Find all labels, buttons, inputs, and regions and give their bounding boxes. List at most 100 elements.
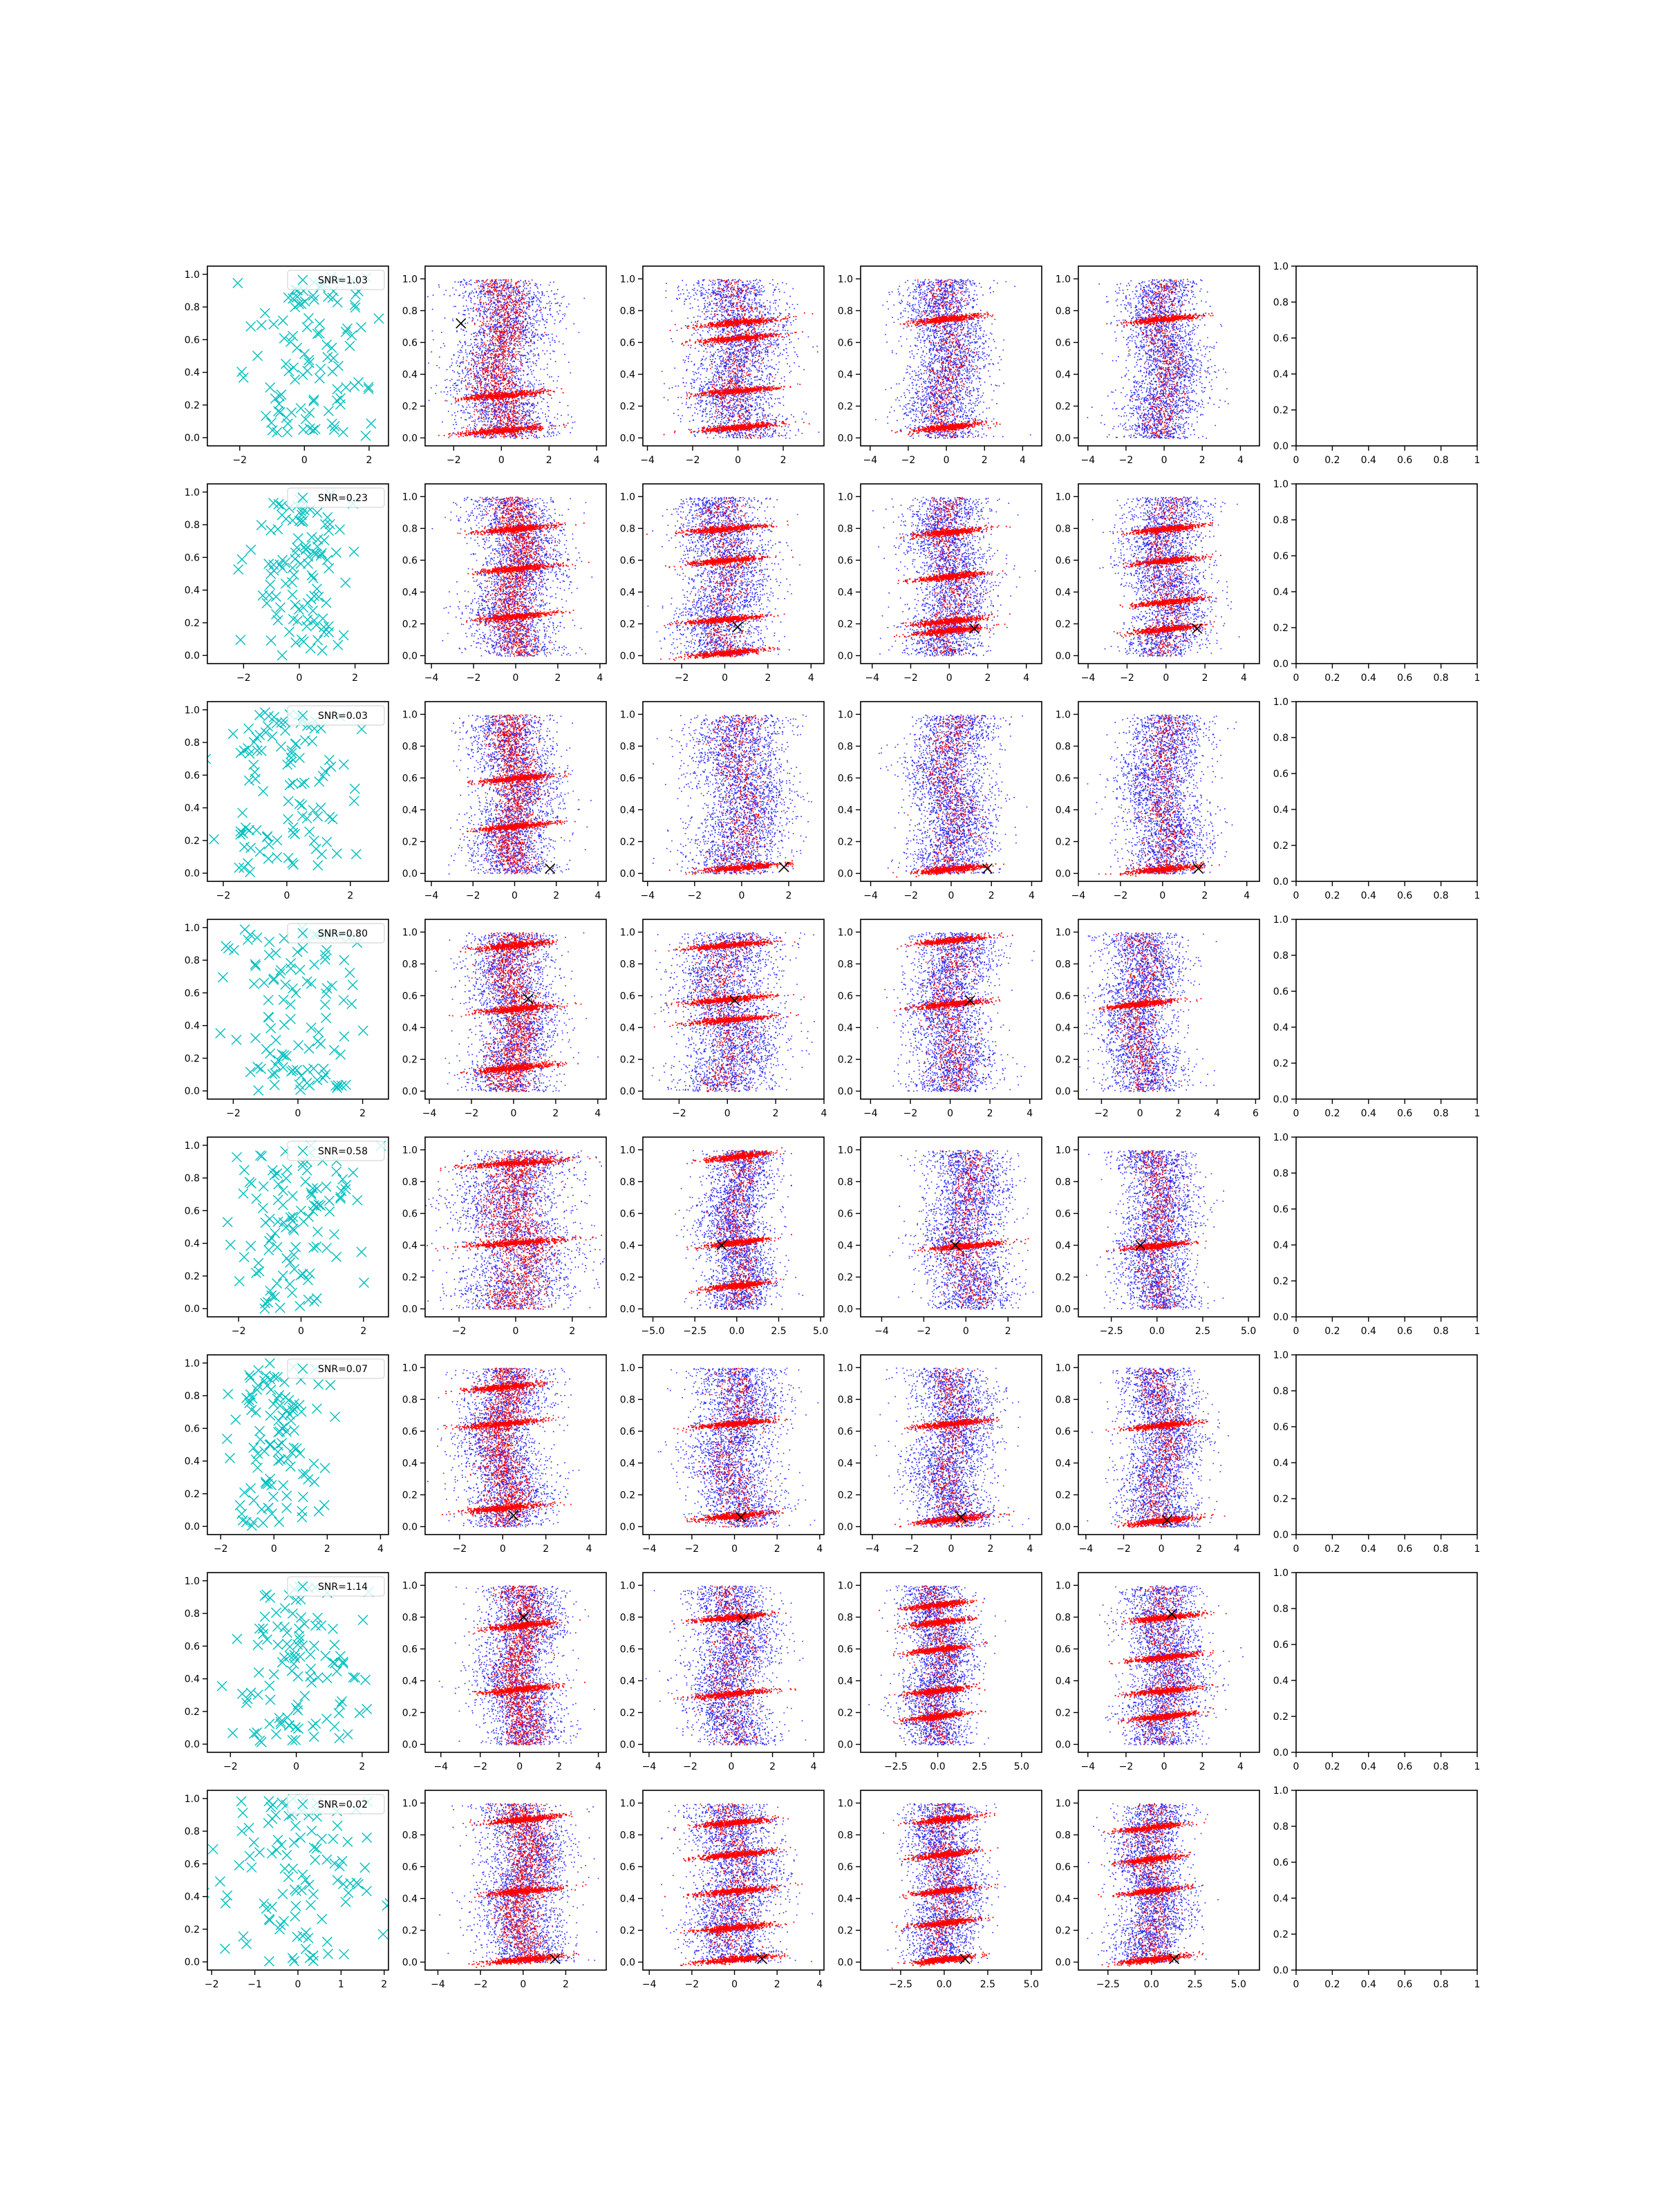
- y-tick-label: 0.0: [620, 1086, 635, 1097]
- cyan-x-markers: [233, 489, 359, 661]
- y-tick-label: 0.8: [185, 955, 200, 966]
- y-tick-label: 0.4: [838, 369, 853, 380]
- y-tick-label: 0.4: [838, 805, 853, 816]
- x-tick-label: −2: [1116, 1544, 1131, 1555]
- y-tick-label: 1.0: [838, 927, 853, 938]
- subplot-r1-c2: −2 0 2 4 0.0 0.2 0.4 0.6 0.8 1.0: [402, 265, 607, 466]
- red-points: [879, 1585, 988, 1744]
- axes-frame: [424, 1790, 607, 1971]
- axes-frame: [207, 1572, 389, 1753]
- x-tick-label: 0: [948, 890, 955, 901]
- x-tick-label: −1: [247, 1979, 262, 1990]
- y-tick-label: 1.0: [620, 1145, 635, 1156]
- axes-frame: [860, 919, 1042, 1100]
- y-tick-label: 0.8: [1056, 1177, 1071, 1188]
- x-tick-label: 0: [1137, 1108, 1143, 1119]
- y-tick-label: 0.8: [620, 1394, 635, 1405]
- red-points: [664, 1803, 803, 1967]
- y-tick-label: 0.4: [185, 1021, 200, 1032]
- y-tick-label: 0.0: [1273, 1312, 1288, 1323]
- x-tick-label: 0: [500, 1544, 506, 1555]
- plot-area: [643, 496, 800, 662]
- x-tick-label: −4: [431, 1979, 445, 1990]
- y-tick-label: 0.2: [620, 1707, 635, 1718]
- legend: SNR=1.14: [287, 1576, 385, 1597]
- y-tick-label: 0.6: [402, 1644, 418, 1655]
- black-x-marker: [545, 863, 556, 874]
- plot-area: [868, 1585, 1006, 1745]
- plot-area: [216, 1581, 374, 1747]
- y-tick-label: 0.6: [1273, 1640, 1288, 1651]
- red-points: [449, 932, 582, 1092]
- blue-points: [1086, 1150, 1224, 1311]
- y-tick-label: 0.2: [620, 1272, 635, 1283]
- y-tick-label: 1.0: [620, 491, 635, 503]
- y-tick-label: 1.0: [185, 1794, 200, 1805]
- y-tick-label: 0.2: [620, 619, 635, 630]
- x-tick-label: 1: [1474, 890, 1481, 901]
- x-tick-label: 2: [352, 673, 358, 684]
- y-tick-label: 0.0: [402, 650, 418, 662]
- y-tick-label: 0.2: [402, 619, 418, 630]
- axes-frame: [1295, 919, 1478, 1100]
- x-tick-label: 0.2: [1324, 890, 1340, 901]
- subplot-r8-c5: −2.5 0.0 2.5 5.0 0.0 0.2 0.4 0.6 0.8 1.0: [1056, 1790, 1260, 1990]
- y-tick-label: 0.6: [185, 1206, 200, 1217]
- x-tick-label: 0.6: [1397, 1326, 1412, 1337]
- cyan-x-markers: [222, 1358, 341, 1531]
- x-tick-label: 1: [1474, 455, 1481, 466]
- x-tick-label: 4: [1237, 455, 1244, 466]
- y-tick-label: 0.0: [1273, 441, 1288, 452]
- x-tick-label: −4: [642, 1544, 657, 1555]
- blue-points: [645, 1585, 807, 1745]
- y-tick-label: 0.6: [838, 773, 853, 784]
- black-x-marker: [1161, 1515, 1172, 1526]
- x-tick-label: −2: [452, 1326, 467, 1337]
- y-tick-label: 0.6: [1056, 555, 1071, 566]
- blue-points: [877, 932, 1035, 1092]
- y-tick-label: 0.6: [1273, 1857, 1288, 1868]
- black-x-marker: [955, 1512, 966, 1523]
- y-tick-label: 1.0: [1273, 1785, 1288, 1797]
- x-tick-label: 0.2: [1324, 673, 1340, 684]
- x-tick-label: 0.4: [1361, 1108, 1376, 1119]
- x-tick-label: 0: [735, 455, 741, 466]
- axes-frame: [1295, 701, 1478, 882]
- x-tick-label: 0.2: [1324, 1326, 1340, 1337]
- subplot-r5-c2: −2 0 2 0.0 0.2 0.4 0.6 0.8 1.0: [402, 1136, 607, 1337]
- x-tick-label: 4: [816, 1544, 823, 1555]
- x-tick-label: 5.0: [1014, 1761, 1029, 1772]
- x-tick-label: 0: [731, 1544, 738, 1555]
- x-tick-label: −4: [1080, 1761, 1095, 1772]
- y-tick-label: 0.6: [185, 988, 200, 999]
- x-tick-label: 4: [594, 890, 601, 901]
- y-tick-label: 0.0: [185, 1739, 200, 1750]
- x-tick-label: 4: [808, 673, 814, 684]
- red-points: [643, 279, 814, 439]
- black-x-marker: [550, 1953, 561, 1965]
- x-tick-label: −2: [903, 1108, 918, 1119]
- y-tick-label: 0.2: [1273, 841, 1288, 852]
- y-tick-label: 0.4: [620, 1022, 635, 1033]
- blue-points: [661, 279, 820, 439]
- y-tick-label: 0.8: [185, 302, 200, 313]
- red-points: [452, 1803, 590, 1968]
- subplot-r4-c1: −2 0 2 0.0 0.2 0.4 0.6 0.8 1.0 SNR=0.80: [185, 919, 389, 1119]
- y-tick-label: 0.0: [402, 1304, 418, 1315]
- x-tick-label: 0.0: [1144, 1979, 1159, 1990]
- y-tick-label: 0.8: [1273, 1821, 1288, 1833]
- x-tick-label: 2: [774, 1544, 780, 1555]
- axes-frame: [642, 1354, 825, 1535]
- y-tick-label: 0.6: [185, 335, 200, 346]
- x-tick-label: 2: [1175, 1108, 1181, 1119]
- legend: SNR=0.02: [287, 1794, 385, 1815]
- axes-frame: [207, 1136, 389, 1318]
- y-tick-label: 0.8: [402, 741, 418, 752]
- y-tick-label: 0.4: [402, 805, 418, 816]
- x-tick-label: 2: [1199, 1761, 1206, 1772]
- y-tick-label: 1.0: [1056, 274, 1071, 285]
- x-tick-label: −2: [683, 1761, 697, 1772]
- x-tick-label: 0.8: [1433, 455, 1448, 466]
- plot-area: [431, 496, 593, 657]
- plot-area: [883, 1803, 1006, 1969]
